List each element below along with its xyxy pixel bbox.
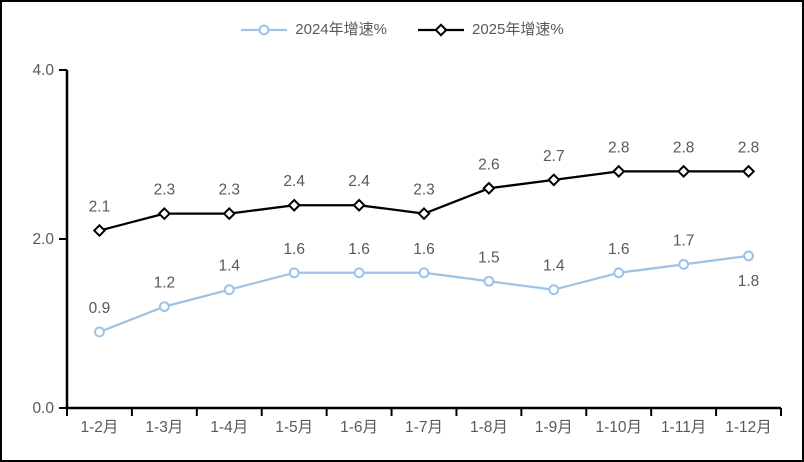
series-0-marker-4 <box>353 267 365 279</box>
series-1-marker-3 <box>287 198 301 212</box>
x-axis-tick-label: 1-5月 <box>275 419 313 436</box>
x-axis-tick-label: 1-6月 <box>340 419 378 436</box>
series-0-line <box>99 254 749 333</box>
series-0-data-label-2: 1.4 <box>218 258 240 275</box>
series-1-data-label-3: 2.4 <box>283 173 305 190</box>
legend-item-2025: 2025年增速% <box>417 20 564 40</box>
series-1-marker-10 <box>741 164 756 179</box>
series-1-marker-0 <box>92 223 107 238</box>
legend-item-2024: 2024年增速% <box>240 20 387 40</box>
series-1-marker-4 <box>352 198 366 212</box>
x-axis-tick-label: 1-2月 <box>81 419 119 436</box>
series-0-marker-5 <box>418 267 430 279</box>
series-1-marker-2 <box>222 207 236 221</box>
x-axis-tick-label: 1-7月 <box>405 419 443 436</box>
series-0-marker-2 <box>223 284 235 296</box>
legend-diamond-marker-icon <box>418 23 464 37</box>
series-1-data-label-9: 2.8 <box>673 139 695 156</box>
series-1-data-label-2: 2.3 <box>218 182 240 199</box>
x-axis-tick-label: 1-8月 <box>470 419 508 436</box>
series-0-marker-10 <box>743 250 754 262</box>
x-axis-tick-label: 1-12月 <box>725 419 772 436</box>
series-0-marker-3 <box>288 267 300 279</box>
series-0-data-label-9: 1.7 <box>673 232 695 249</box>
series-1-marker-5 <box>417 207 431 221</box>
series-1-data-label-10: 2.8 <box>738 139 760 156</box>
series-1-data-label-4: 2.4 <box>348 173 370 190</box>
series-1-data-label-7: 2.7 <box>543 148 565 165</box>
x-axis-tick-label: 1-9月 <box>535 419 573 436</box>
series-0-data-label-10: 1.8 <box>738 273 760 290</box>
legend-circle-marker-icon <box>241 24 288 36</box>
series-0-marker-6 <box>483 275 495 287</box>
legend-marker-0 <box>258 24 270 36</box>
series-0-data-label-8: 1.6 <box>608 241 630 258</box>
legend-label-2024: 2024年增速% <box>295 21 387 38</box>
legend-marker-1 <box>434 23 448 37</box>
series-1-marker-8 <box>612 164 626 179</box>
series-1-line <box>99 170 749 232</box>
series-0-marker-8 <box>613 267 625 279</box>
x-axis-tick-label: 1-10月 <box>595 419 642 436</box>
series-1-marker-6 <box>482 181 496 195</box>
series-0-data-label-7: 1.4 <box>543 258 565 275</box>
series-0-marker-9 <box>678 258 690 270</box>
series-1-data-label-8: 2.8 <box>608 139 630 156</box>
series-0-data-label-0: 0.9 <box>89 300 111 317</box>
series-0-data-label-3: 1.6 <box>283 241 305 258</box>
series-0-data-label-5: 1.6 <box>413 241 435 258</box>
series-1-marker-1 <box>157 207 171 221</box>
series-1-data-label-1: 2.3 <box>154 182 176 199</box>
series-0-marker-1 <box>158 301 170 313</box>
series-0-data-label-1: 1.2 <box>154 275 176 292</box>
series-1-marker-9 <box>677 164 691 179</box>
series-0-marker-0 <box>94 326 105 338</box>
x-axis-tick-label: 1-3月 <box>145 419 183 436</box>
series-1-data-label-6: 2.6 <box>478 156 500 173</box>
series-1-marker-7 <box>547 173 561 187</box>
y-axis-tick-label: 4.0 <box>32 62 54 79</box>
series-0-data-label-4: 1.6 <box>348 241 370 258</box>
x-axis-tick-label: 1-11月 <box>661 419 706 436</box>
series-1-data-label-0: 2.1 <box>89 199 111 216</box>
series-0-data-label-6: 1.5 <box>478 249 500 266</box>
x-axis-tick-label: 1-4月 <box>210 419 248 436</box>
chart-legend: 2024年增速% 2025年增速% <box>2 20 802 40</box>
y-axis-tick-label: 2.0 <box>32 231 54 248</box>
series-0-marker-7 <box>548 284 560 296</box>
y-axis-tick-label: 0.0 <box>32 400 54 417</box>
series-1-data-label-5: 2.3 <box>413 182 435 199</box>
legend-label-2025: 2025年增速% <box>472 21 564 38</box>
